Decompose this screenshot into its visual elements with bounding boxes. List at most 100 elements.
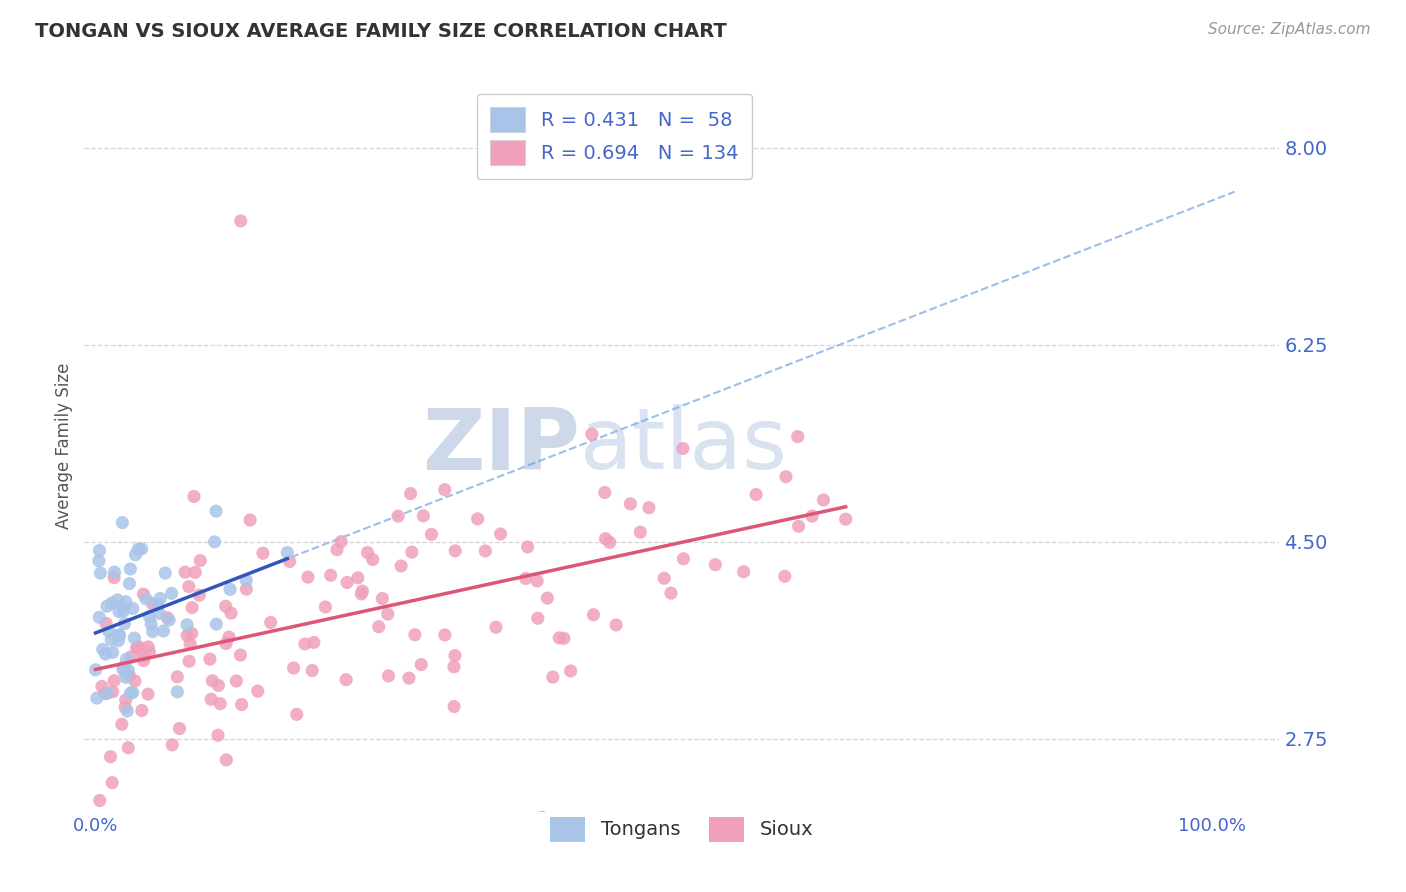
Point bbox=[89, 543, 111, 558]
Point bbox=[111, 516, 134, 530]
Point bbox=[97, 686, 120, 700]
Point bbox=[115, 704, 138, 718]
Point bbox=[336, 575, 359, 590]
Point bbox=[276, 545, 298, 559]
Point bbox=[411, 657, 433, 672]
Point bbox=[160, 586, 183, 600]
Point bbox=[148, 607, 170, 621]
Point bbox=[118, 576, 141, 591]
Point bbox=[89, 793, 111, 807]
Point bbox=[433, 483, 456, 497]
Text: atlas: atlas bbox=[581, 404, 789, 488]
Point bbox=[553, 632, 575, 646]
Point bbox=[91, 642, 114, 657]
Point bbox=[166, 685, 188, 699]
Point bbox=[444, 544, 467, 558]
Point bbox=[401, 545, 423, 559]
Point bbox=[485, 620, 508, 634]
Point bbox=[169, 722, 191, 736]
Point bbox=[377, 607, 399, 621]
Point bbox=[326, 542, 349, 557]
Point bbox=[599, 535, 621, 549]
Point bbox=[515, 571, 537, 585]
Point bbox=[526, 574, 548, 588]
Point bbox=[516, 540, 538, 554]
Point bbox=[174, 565, 197, 579]
Point bbox=[139, 617, 162, 632]
Point bbox=[387, 509, 409, 524]
Point bbox=[531, 810, 554, 824]
Point bbox=[595, 532, 617, 546]
Point bbox=[101, 775, 124, 789]
Point bbox=[115, 652, 138, 666]
Point bbox=[108, 628, 131, 642]
Point bbox=[278, 554, 301, 568]
Text: Source: ZipAtlas.com: Source: ZipAtlas.com bbox=[1208, 22, 1371, 37]
Point bbox=[124, 631, 146, 645]
Point bbox=[132, 654, 155, 668]
Point bbox=[813, 493, 835, 508]
Point bbox=[117, 663, 139, 677]
Point bbox=[132, 648, 155, 663]
Point bbox=[124, 673, 146, 688]
Point bbox=[593, 485, 616, 500]
Point bbox=[474, 544, 496, 558]
Point bbox=[628, 525, 651, 540]
Point bbox=[155, 566, 177, 580]
Point bbox=[103, 571, 125, 585]
Point bbox=[215, 753, 238, 767]
Point bbox=[118, 668, 141, 682]
Point bbox=[188, 588, 211, 602]
Point bbox=[356, 545, 378, 559]
Point bbox=[399, 486, 422, 500]
Point bbox=[180, 626, 202, 640]
Point bbox=[142, 624, 165, 639]
Point bbox=[297, 570, 319, 584]
Point bbox=[121, 601, 143, 615]
Point bbox=[138, 609, 160, 624]
Point bbox=[94, 616, 117, 631]
Point bbox=[177, 580, 200, 594]
Point bbox=[114, 616, 136, 631]
Point bbox=[188, 553, 211, 567]
Point bbox=[89, 566, 111, 580]
Point bbox=[314, 599, 336, 614]
Point bbox=[124, 548, 146, 562]
Point bbox=[176, 628, 198, 642]
Point bbox=[467, 512, 489, 526]
Point bbox=[775, 469, 797, 483]
Point bbox=[204, 534, 226, 549]
Point bbox=[215, 599, 238, 614]
Point bbox=[231, 698, 253, 712]
Point bbox=[131, 541, 153, 556]
Point bbox=[352, 584, 374, 599]
Point bbox=[96, 599, 118, 614]
Point bbox=[152, 624, 174, 638]
Point bbox=[377, 669, 399, 683]
Point bbox=[103, 673, 125, 688]
Point bbox=[114, 670, 136, 684]
Point bbox=[114, 700, 136, 714]
Point bbox=[136, 687, 159, 701]
Point bbox=[205, 617, 228, 632]
Point bbox=[111, 599, 134, 614]
Point bbox=[107, 633, 129, 648]
Point bbox=[205, 504, 228, 518]
Point bbox=[114, 693, 136, 707]
Point bbox=[319, 568, 342, 582]
Point bbox=[198, 652, 221, 666]
Point bbox=[120, 649, 142, 664]
Point bbox=[121, 685, 143, 699]
Point bbox=[733, 565, 755, 579]
Point bbox=[100, 749, 122, 764]
Point bbox=[100, 632, 122, 647]
Point bbox=[108, 605, 131, 619]
Point bbox=[246, 684, 269, 698]
Point bbox=[101, 645, 124, 659]
Point bbox=[560, 664, 582, 678]
Point bbox=[582, 607, 605, 622]
Point bbox=[235, 574, 257, 588]
Point bbox=[181, 600, 204, 615]
Y-axis label: Average Family Size: Average Family Size bbox=[55, 363, 73, 529]
Point bbox=[120, 562, 142, 576]
